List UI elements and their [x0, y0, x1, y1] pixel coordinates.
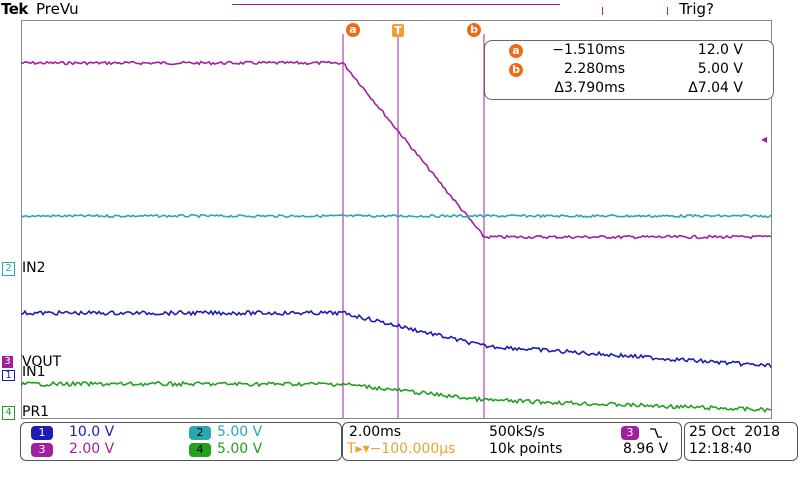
trigger-offset: T▸▾−100.000µs [347, 441, 456, 457]
channel-2-scale: 5.00 V [217, 424, 263, 440]
sample-rate: 500kS/s [489, 424, 545, 440]
cursor-delta-time: Δ3.790ms [554, 80, 625, 96]
record-length: 10k points [489, 441, 563, 457]
channel-3-ground-icon[interactable]: 3 [2, 356, 13, 368]
cursor-b-value: 5.00 V [697, 61, 743, 77]
channel-4-scale: 5.00 V [217, 441, 263, 457]
trigger-level-arrow-icon: ◂ [761, 132, 768, 146]
cursor-b-badge[interactable]: b [467, 23, 481, 37]
channel-1-scale: 10.0 V [69, 424, 115, 440]
channel-2-ground-icon[interactable]: 2 [2, 262, 15, 276]
cursor-delta-readout-row: Δ3.790ms Δ7.04 V [485, 80, 773, 98]
channel-4-ground-icon[interactable]: 4 [2, 406, 15, 420]
pr1-trace [21, 380, 772, 414]
channel-4-chip[interactable]: 4 [189, 443, 211, 457]
vout-trace [21, 60, 772, 240]
channel-1-name: IN1 [22, 366, 46, 377]
cursor-b-time: 2.280ms [563, 61, 625, 77]
in1-trace [21, 309, 772, 368]
cursor-b-readout-badge: b [509, 63, 523, 77]
falling-edge-icon [650, 428, 662, 438]
channel-3-name: VOUT [22, 354, 62, 370]
trigger-level: 8.96 V [623, 441, 669, 457]
cursor-b-readout-row: b 2.280ms 5.00 V [485, 61, 773, 79]
channel-2-chip[interactable]: 2 [189, 426, 211, 440]
cursor-a-readout-badge: a [509, 44, 523, 58]
graticule-frame [21, 20, 772, 419]
channel-4-name: PR1 [22, 404, 50, 420]
cursor-a-time: −1.510ms [552, 42, 625, 58]
channel-1-ground-icon[interactable]: 1 [2, 370, 15, 381]
brand-logo: Tek [1, 0, 28, 18]
channel-3-scale: 2.00 V [69, 441, 115, 457]
cursor-delta-value: Δ7.04 V [688, 80, 743, 96]
status-bar: Tek PreVu Trig? [0, 0, 800, 20]
time: 12:18:40 [689, 441, 752, 457]
channel-scale-panel[interactable]: 1 10.0 V 2 5.00 V 3 2.00 V 4 5.00 V [20, 422, 342, 461]
cursor-a-value: 12.0 V [697, 42, 743, 58]
trigger-status: Trig? [679, 0, 714, 18]
cursor-a-readout-row: a −1.510ms 12.0 V [485, 42, 773, 60]
record-position-bar[interactable] [232, 4, 668, 15]
acquisition-state: PreVu [36, 0, 79, 18]
timebase-panel[interactable]: 2.00ms 500kS/s T▸▾−100.000µs 10k points … [342, 422, 682, 461]
waveform-display[interactable]: a T b [21, 20, 772, 419]
trigger-position-badge[interactable]: T [392, 24, 404, 37]
cursor-readout-panel: a −1.510ms 12.0 V b 2.280ms 5.00 V Δ3.79… [484, 40, 774, 100]
date: 25 Oct 2018 [689, 424, 780, 440]
channel-3-chip[interactable]: 3 [31, 443, 53, 457]
channel-2-name: IN2 [22, 260, 46, 276]
waveform-canvas [21, 20, 772, 419]
trigger-source-chip[interactable]: 3 [621, 426, 639, 440]
record-view-window[interactable] [602, 7, 668, 15]
in2-trace [21, 213, 772, 219]
channel-1-chip[interactable]: 1 [31, 426, 53, 440]
cursor-a-badge[interactable]: a [346, 23, 360, 37]
horizontal-scale: 2.00ms [349, 424, 402, 440]
date-time-panel: 25 Oct 2018 12:18:40 [684, 422, 798, 461]
